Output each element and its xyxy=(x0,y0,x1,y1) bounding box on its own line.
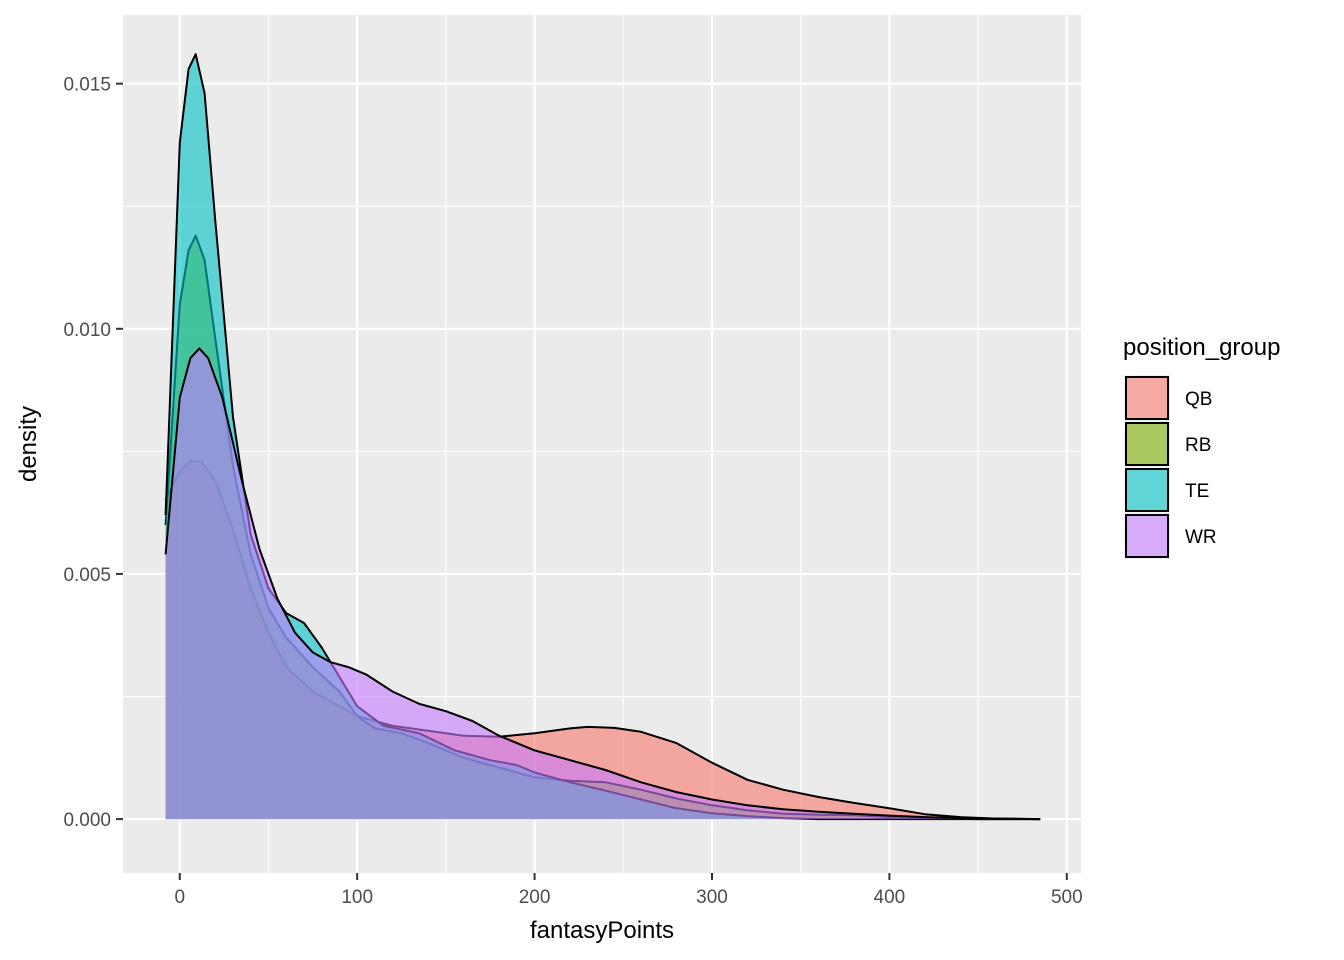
y-tick-label: 0.000 xyxy=(63,810,111,831)
x-tick-label: 300 xyxy=(696,887,728,908)
legend-key-QB xyxy=(1125,376,1169,420)
legend-label-RB: RB xyxy=(1185,435,1211,456)
legend-key-TE xyxy=(1125,468,1169,512)
legend-label-QB: QB xyxy=(1185,389,1212,410)
x-tick-label: 400 xyxy=(874,887,906,908)
y-axis-title: density xyxy=(15,406,42,482)
legend-label-TE: TE xyxy=(1185,481,1209,502)
y-tick-label: 0.010 xyxy=(63,320,111,341)
minor-gridlines xyxy=(123,15,1081,873)
density-line-WR xyxy=(164,347,1041,821)
x-tick-label: 0 xyxy=(174,887,185,908)
y-tick-label: 0.005 xyxy=(63,565,111,586)
x-tick-label: 100 xyxy=(341,887,373,908)
legend-label-WR: WR xyxy=(1185,527,1217,548)
x-axis-title: fantasyPoints xyxy=(530,917,674,944)
density-areas xyxy=(164,53,1041,821)
x-tick-label: 200 xyxy=(519,887,551,908)
y-axis: 0.000 0.005 0.010 0.015 xyxy=(63,75,123,831)
density-area-WR xyxy=(165,348,1041,820)
x-tick-label: 500 xyxy=(1051,887,1083,908)
legend-key-WR xyxy=(1125,514,1169,558)
y-tick-label: 0.015 xyxy=(63,75,111,96)
legend: position_group QB RB TE WR xyxy=(1123,334,1280,559)
legend-title: position_group xyxy=(1123,334,1280,361)
x-axis: 0 100 200 300 400 500 xyxy=(174,873,1083,908)
legend-key-RB xyxy=(1125,422,1169,466)
